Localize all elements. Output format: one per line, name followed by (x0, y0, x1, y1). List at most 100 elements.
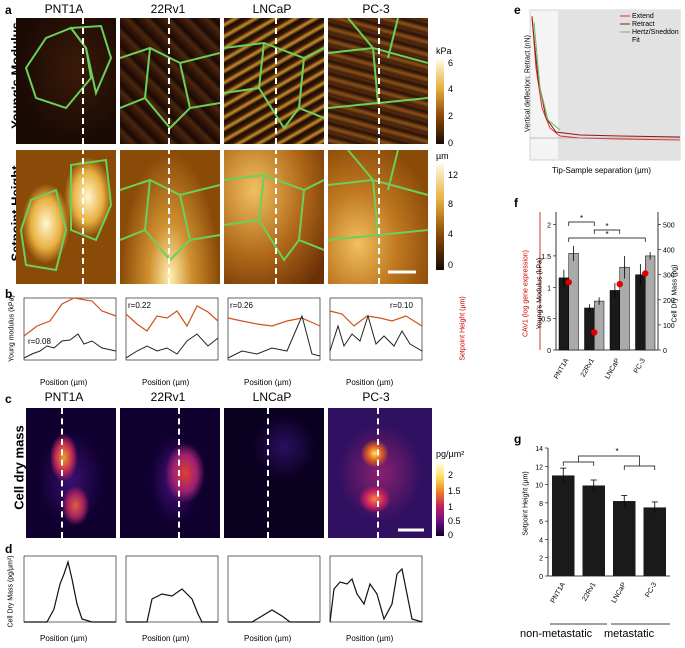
profile-line-22rv1 (168, 18, 170, 284)
panel-e-force-curve: Extend Retract Hertz/Sneddon Fit (529, 9, 681, 161)
profile-line-c-22rv1 (178, 408, 180, 538)
panel-label-e: e (514, 3, 521, 17)
y-tick-label: 1 (547, 285, 551, 292)
x-tick-label: PNT1A (550, 581, 568, 604)
y-tick-label: 0.5 (541, 317, 551, 324)
colorbar-dry-mass (436, 462, 444, 536)
significance-star: * (580, 214, 583, 223)
y-tick-label: 6 (539, 519, 543, 526)
point-cav1 (565, 279, 572, 286)
significance-star: * (615, 447, 618, 456)
profile-line-c-lncap (267, 408, 269, 538)
colorbar-kpa-tick: 0 (448, 138, 454, 148)
panel-label-b: b (5, 287, 13, 301)
profile-pnt1a (23, 297, 117, 361)
panel-d-xlabel: Position (µm) (142, 634, 190, 643)
panel-f-ylabel-outer: CAV1 (log gene expression) (522, 249, 530, 338)
significance-star: * (605, 222, 608, 231)
y-tick-label-right: 500 (663, 223, 675, 230)
profile-22rv1 (125, 297, 219, 361)
col-title-lncap: LNCaP (252, 2, 292, 16)
panel-e-xlabel: Tip-Sample separation (µm) (552, 166, 652, 175)
legend-hertz: Hertz/Sneddon (632, 29, 679, 36)
point-cav1 (616, 280, 623, 288)
panel-d-ylabel: Cell Dry Mass (pg/µm²) (7, 555, 15, 628)
profile-lncap (227, 297, 321, 361)
bar-setpoint-height (613, 501, 636, 576)
profile-line-pnt1a (82, 18, 84, 284)
colorbar-um-tick: 4 (448, 229, 454, 239)
y-tick-label: 8 (539, 501, 543, 508)
modulus-map-lncap (224, 18, 324, 144)
y-tick-label-right: 0 (663, 348, 667, 355)
y-tick-label: 2 (539, 556, 543, 563)
row-label-cell-dry-mass: Cell dry mass (11, 425, 27, 510)
legend-fit: Fit (632, 37, 640, 44)
panel-label-a: a (5, 3, 12, 17)
profile-pc3 (329, 297, 423, 361)
colorbar-um-tick: 8 (448, 199, 454, 209)
col-title-pc3: PC-3 (362, 2, 390, 16)
y-tick-label-right: 400 (663, 248, 675, 255)
panel-b-profiles: r=0.08 r=0.22 r=0.26 r=0.10 (23, 297, 423, 361)
legend-extend: Extend (632, 13, 654, 20)
colorbar-kpa-unit: kPa (436, 46, 452, 56)
panel-d-xlabel: Position (µm) (40, 634, 88, 643)
c-title-pnt1a: PNT1A (44, 390, 84, 404)
dry-mass-map-pc3 (328, 408, 432, 538)
panel-b-xlabel: Position (µm) (142, 378, 190, 387)
bar-modulus (558, 277, 569, 351)
dry-mass-map-pnt1a (26, 408, 116, 538)
panel-f-ylabel-inner: Young's Modulus (kPa) (536, 257, 544, 330)
x-tick-label: PNT1A (553, 357, 571, 380)
r-value: r=0.08 (28, 337, 51, 346)
profile-line-c-pc3 (377, 408, 379, 538)
height-map-lncap (224, 150, 324, 284)
x-tick-label: LNCaP (611, 581, 629, 604)
profile-line-c-pnt1a (61, 408, 63, 538)
legend-retract: Retract (632, 21, 655, 28)
x-tick-label: 22Rv1 (581, 581, 597, 602)
y-tick-label-right: 100 (663, 323, 675, 330)
profile-line-lncap (275, 18, 277, 284)
panel-f-ylabel-right: Cell Dry Mass (pg) (671, 264, 679, 323)
bar-modulus (635, 274, 646, 351)
colorbar-um-tick: 0 (448, 260, 454, 270)
panel-b-ylabel: Young modulus (kPa) (8, 295, 16, 362)
dry-mass-map-22rv1 (120, 408, 220, 538)
y-tick-label: 10 (535, 483, 543, 490)
panel-f-bar-chart: 0 0.5 1 1.5 2 0 100 200 300 400 500 PNT1A 22Rv1 LNCaP… (539, 212, 675, 381)
significance-bracket (578, 455, 640, 466)
panel-d-xlabel: Position (µm) (346, 634, 394, 643)
point-cav1 (591, 329, 598, 336)
colorbar-dm-tick: 1 (448, 502, 454, 512)
c-title-22rv1: 22Rv1 (150, 390, 186, 404)
y-tick-label-right: 300 (663, 273, 675, 280)
colorbar-um-unit: µm (436, 151, 449, 161)
point-cav1 (642, 270, 649, 277)
y-tick-label: 14 (535, 446, 543, 453)
panel-g-bar-chart: 0 2 4 6 8 10 12 14 PNT1A 22Rv1 LNCaP PC-3 * (535, 446, 670, 625)
r-value: r=0.10 (390, 301, 413, 310)
bar-dry-mass (568, 253, 579, 351)
bar-setpoint-height (552, 475, 575, 576)
profile-line-pc3 (378, 18, 380, 284)
colorbar-dry-mass-unit: pg/µm² (436, 449, 465, 459)
bar-modulus (584, 307, 595, 351)
dm-profile-pc3 (329, 555, 423, 623)
panel-b-xlabel: Position (µm) (40, 378, 88, 387)
group-metastatic: metastatic (604, 628, 655, 640)
panel-e-ylabel: Vertical deflection: Retract (nN) (524, 35, 532, 132)
significance-bracket (568, 221, 595, 226)
x-tick-label: LNCaP (604, 357, 622, 380)
bar-modulus (609, 290, 620, 351)
bar-dry-mass (594, 300, 605, 351)
x-tick-label: PC-3 (644, 581, 658, 598)
y-tick-label: 12 (535, 464, 543, 471)
c-title-lncap: LNCaP (252, 390, 292, 404)
colorbar-kpa-tick: 6 (448, 58, 454, 68)
y-tick-label: 0 (539, 574, 543, 581)
group-bracket (623, 465, 656, 470)
panel-d-profiles (23, 555, 423, 623)
r-value: r=0.26 (230, 301, 253, 310)
